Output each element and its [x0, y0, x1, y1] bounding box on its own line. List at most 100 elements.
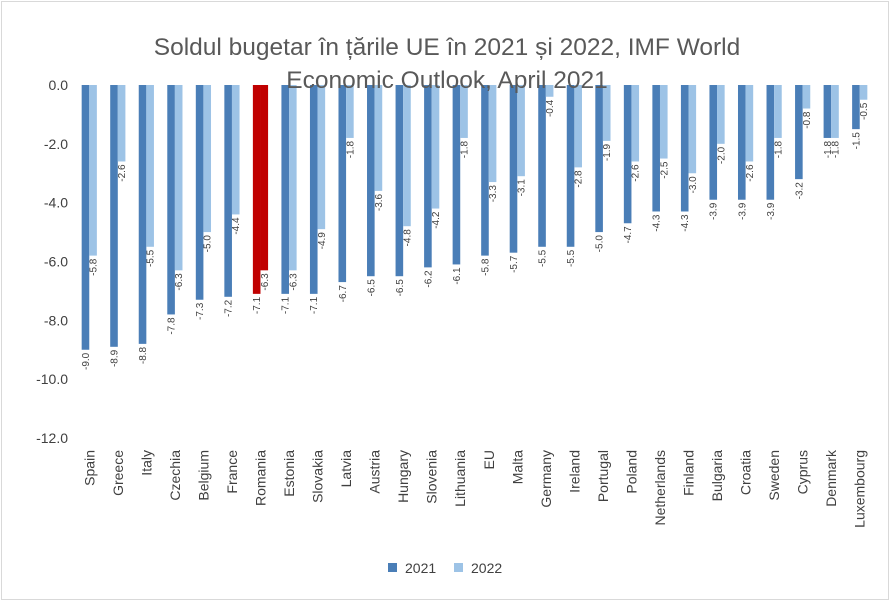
- data-label-denmark-2022: -1.8: [831, 141, 842, 159]
- category-label-ireland: Ireland: [566, 450, 582, 493]
- data-label-bulgaria-2022: -2.0: [716, 146, 727, 164]
- data-label-denmark-2021: -1.8: [823, 141, 834, 159]
- bar-ireland-2022: [574, 85, 582, 168]
- category-label-germany: Germany: [538, 450, 554, 508]
- bar-finland-2022: [688, 85, 697, 174]
- legend-label-2021: 2021: [405, 560, 436, 576]
- legend-label-2022: 2022: [471, 560, 502, 576]
- bar-france-2022: [231, 85, 240, 215]
- data-label-portugal-2021: -5.0: [595, 235, 606, 253]
- data-label-austria-2021: -6.5: [366, 279, 377, 297]
- data-label-portugal-2022: -1.9: [602, 143, 613, 161]
- category-label-latvia: Latvia: [338, 450, 354, 488]
- y-tick-label: -12.0: [36, 430, 68, 446]
- bar-cyprus-2021: [795, 85, 803, 180]
- bar-luxembourg-2022: [859, 85, 868, 100]
- category-label-austria: Austria: [367, 450, 383, 494]
- y-tick-label: -6.0: [44, 254, 68, 270]
- data-label-slovakia-2021: -7.1: [309, 296, 320, 314]
- data-label-netherlands-2021: -4.3: [652, 214, 663, 232]
- bar-latvia-2021: [338, 85, 347, 283]
- y-tick-label: 0.0: [49, 77, 69, 93]
- category-label-belgium: Belgium: [195, 450, 211, 501]
- bar-germany-2021: [538, 85, 546, 247]
- bar-croatia-2021: [737, 85, 746, 200]
- legend-swatch-2021: [388, 563, 397, 572]
- category-label-cyprus: Cyprus: [795, 450, 811, 494]
- bar-italy-2022: [146, 85, 154, 247]
- bar-malta-2021: [509, 85, 518, 253]
- bar-lithuania-2022: [460, 85, 468, 138]
- data-label-spain-2022: -5.8: [89, 258, 100, 276]
- data-label-estonia-2021: -7.1: [281, 296, 292, 314]
- bar-estonia-2022: [289, 85, 297, 271]
- y-tick-label: -8.0: [44, 312, 68, 328]
- category-label-romania: Romania: [252, 450, 268, 506]
- category-label-france: France: [224, 450, 240, 494]
- bar-poland-2021: [623, 85, 632, 224]
- bar-austria-2022: [374, 85, 383, 191]
- data-label-greece-2022: -2.6: [117, 164, 128, 182]
- bar-germany-2022: [545, 85, 554, 97]
- data-label-latvia-2022: -1.8: [345, 141, 356, 159]
- bar-slovenia-2021: [424, 85, 432, 268]
- data-label-lithuania-2022: -1.8: [460, 141, 471, 159]
- data-label-romania-2021: -7.1: [252, 296, 263, 314]
- bars-layer: [81, 85, 868, 350]
- bar-estonia-2021: [281, 85, 290, 294]
- category-label-czechia: Czechia: [167, 450, 183, 501]
- category-label-slovakia: Slovakia: [310, 450, 326, 503]
- bar-cyprus-2022: [802, 85, 811, 109]
- bar-netherlands-2022: [659, 85, 668, 159]
- bar-hungary-2022: [403, 85, 411, 227]
- bar-bulgaria-2021: [709, 85, 718, 200]
- chart-title-line-1: Soldul bugetar în țările UE în 2021 și 2…: [154, 34, 741, 61]
- category-label-malta: Malta: [509, 450, 525, 484]
- category-label-netherlands: Netherlands: [652, 450, 668, 526]
- data-label-hungary-2022: -4.8: [402, 229, 413, 247]
- data-label-slovenia-2022: -4.2: [431, 211, 442, 229]
- bar-austria-2021: [367, 85, 375, 277]
- data-label-italy-2022: -5.5: [146, 249, 157, 267]
- bar-croatia-2022: [745, 85, 754, 162]
- category-label-croatia: Croatia: [738, 450, 754, 495]
- data-label-slovakia-2022: -4.9: [317, 232, 328, 250]
- data-label-hungary-2021: -6.5: [395, 279, 406, 297]
- y-tick-label: -10.0: [36, 371, 68, 387]
- bar-eu-2021: [481, 85, 489, 256]
- legend-swatch-2022: [454, 563, 463, 572]
- bar-ireland-2021: [566, 85, 575, 247]
- data-label-finland-2022: -3.0: [688, 176, 699, 194]
- data-label-france-2021: -7.2: [224, 299, 235, 317]
- data-label-poland-2022: -2.6: [631, 164, 642, 182]
- y-axis: 0.0 -2.0 -4.0 -6.0 -8.0 -10.0 -12.0: [36, 77, 68, 446]
- data-label-eu-2021: -5.8: [480, 258, 491, 276]
- category-label-hungary: Hungary: [395, 450, 411, 503]
- category-label-bulgaria: Bulgaria: [709, 450, 725, 502]
- data-label-greece-2021: -8.9: [110, 349, 121, 367]
- bar-greece-2021: [110, 85, 118, 347]
- data-label-austria-2022: -3.6: [374, 193, 385, 211]
- data-label-netherlands-2022: -2.5: [659, 161, 670, 179]
- bar-luxembourg-2021: [852, 85, 860, 130]
- legend: 2021 2022: [388, 560, 502, 576]
- data-label-slovenia-2021: -6.2: [423, 270, 434, 288]
- bar-denmark-2022: [831, 85, 839, 138]
- bar-hungary-2021: [395, 85, 404, 277]
- bar-slovenia-2022: [431, 85, 440, 209]
- data-label-finland-2021: -4.3: [680, 214, 691, 232]
- chart-title-line-2: Economic Outlook, April 2021: [286, 67, 607, 94]
- bar-romania-2021: [252, 85, 261, 294]
- chart-title: Soldul bugetar în țările UE în 2021 și 2…: [154, 34, 741, 94]
- bar-romania-2022: [260, 85, 269, 271]
- bar-sweden-2021: [766, 85, 775, 200]
- category-label-poland: Poland: [623, 450, 639, 494]
- category-label-finland: Finland: [681, 450, 697, 496]
- bar-netherlands-2021: [652, 85, 660, 212]
- bar-sweden-2022: [774, 85, 782, 138]
- bar-czechia-2021: [167, 85, 175, 315]
- bar-france-2021: [224, 85, 232, 297]
- data-label-sweden-2022: -1.8: [773, 141, 784, 159]
